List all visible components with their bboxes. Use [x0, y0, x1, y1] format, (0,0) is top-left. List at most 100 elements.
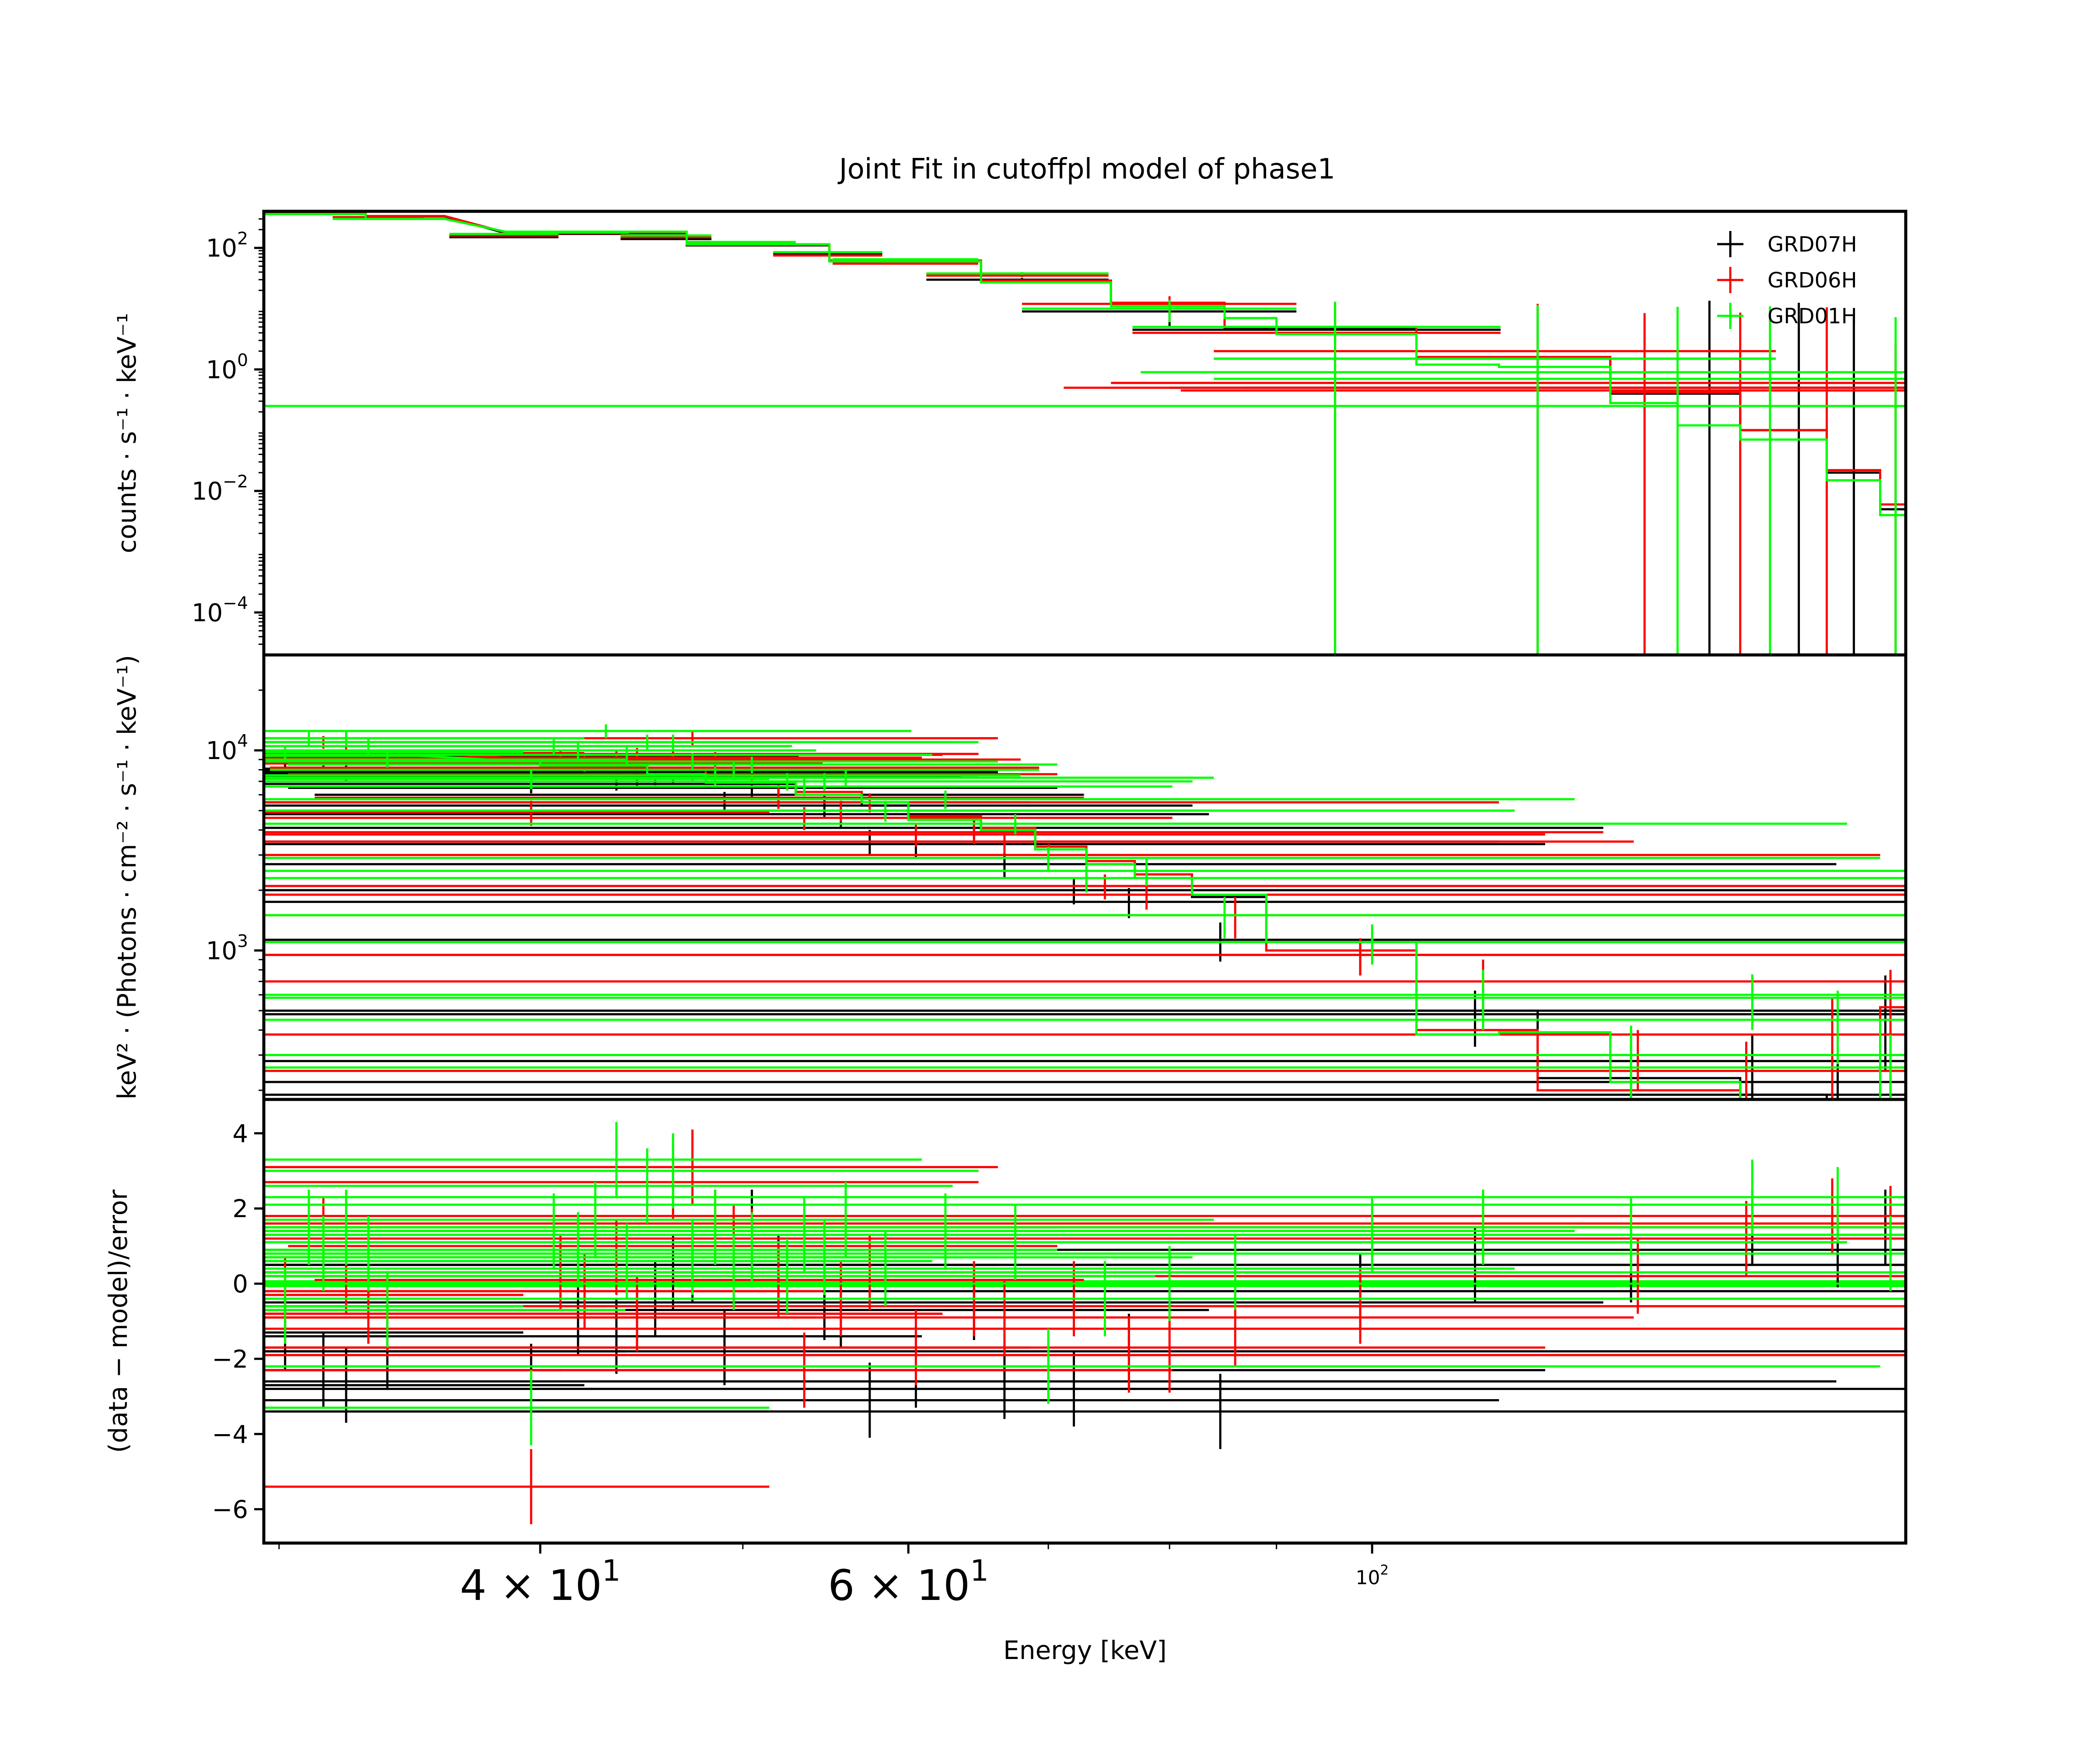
grd01h-data-point — [264, 1370, 770, 1446]
grd01h-data-point — [264, 1231, 1515, 1306]
grd06h-data-point — [264, 822, 1603, 844]
y-tick-label: −2 — [212, 1345, 248, 1374]
grd06h-data-point — [264, 801, 770, 826]
grd01h-data-point — [620, 234, 712, 237]
y-tick-label: 10−4 — [192, 594, 248, 627]
x-tick-label: 102 — [1355, 1562, 1389, 1589]
grd01h-data-point — [264, 1246, 1906, 1321]
residual-panel-frame — [262, 1098, 1908, 1545]
y-tick-label: 100 — [206, 350, 248, 384]
eeuf-plot-area — [264, 724, 1906, 1099]
grd01h-model-line — [264, 213, 1906, 516]
grd01h-data-point — [264, 1122, 922, 1197]
grd01h-data-point — [264, 1193, 1575, 1269]
grd01h-data-point — [264, 858, 1906, 886]
grd07h-data-point — [264, 1026, 1906, 1099]
grd01h-data-point — [1022, 300, 1297, 322]
grd01h-data-point — [264, 924, 1906, 965]
y-tick-label: 103 — [206, 931, 248, 965]
grd01h-data-point — [1214, 307, 1906, 655]
grd06h-data-point — [1180, 313, 1906, 655]
grd06h-data-point — [264, 793, 1499, 812]
grd07h-data-point — [1132, 303, 1501, 655]
grd07h-data-point — [264, 938, 1906, 976]
grd07h-data-point — [264, 1058, 1906, 1099]
counts-y-axis: 102 100 10−2 10−4 — [192, 218, 264, 645]
grd01h-data-point — [264, 317, 1906, 655]
grd01h-data-point — [264, 1204, 1848, 1280]
grd07h-data-point — [1169, 303, 1906, 655]
grd06h-data-point — [264, 897, 1906, 938]
eeuf-y-axis-label: keV² · (Photons · cm⁻² · s⁻¹ · keV⁻¹) — [112, 655, 142, 1099]
grd07h-model-line — [264, 755, 1906, 1099]
grd06h-data-point — [620, 236, 712, 238]
x-tick-label: 4 × 101 — [460, 1554, 620, 1610]
grd01h-data-point — [264, 1148, 953, 1224]
grd01h-data-point — [264, 1268, 524, 1344]
legend-label: GRD01H — [1768, 304, 1857, 329]
grd07h-data-point — [264, 1298, 922, 1374]
grd01h-data-point — [264, 773, 1193, 791]
grd06h-data-point — [264, 1201, 1906, 1276]
grd01h-data-point — [264, 1034, 1906, 1099]
grd06h-data-point — [1064, 345, 1906, 655]
grd01h-data-point — [1132, 301, 1501, 655]
counts-panel: 102 100 10−2 10−4 counts · s⁻¹ · keV⁻¹ — [112, 210, 1908, 657]
grd07h-data-point — [264, 878, 1906, 905]
grd01h-data-point — [288, 756, 1057, 774]
grd07h-data-point — [264, 1344, 1837, 1419]
residual-plot-area — [264, 1122, 1906, 1525]
grd01h-data-point — [264, 814, 1848, 835]
grd01h-data-point — [264, 1235, 1906, 1310]
grd06h-data-point — [315, 1242, 1084, 1318]
legend-item: GRD07H — [1717, 231, 1857, 257]
grd06h-data-point — [264, 1144, 979, 1220]
grd01h-data-point — [264, 1159, 1906, 1235]
grd06h-data-point — [264, 1178, 1906, 1254]
grd01h-data-point — [926, 272, 1109, 275]
chart-title: Joint Fit in cutoffpl model of phase1 — [837, 153, 1335, 186]
grd06h-data-point — [264, 831, 1634, 854]
grd06h-data-point — [264, 1310, 1545, 1386]
grd01h-data-point — [264, 847, 1880, 871]
grd01h-data-point — [264, 1261, 1906, 1337]
legend-label: GRD06H — [1768, 268, 1857, 293]
grd01h-data-point — [264, 790, 1575, 809]
grd01h-data-point — [264, 1238, 1155, 1314]
grd06h-data-point — [773, 254, 882, 257]
grd01h-data-point — [264, 974, 1906, 1030]
grd06h-data-point — [264, 1332, 1172, 1408]
grd06h-data-point — [1111, 312, 1906, 655]
counts-y-axis-label: counts · s⁻¹ · keV⁻¹ — [112, 313, 142, 553]
counts-plot-area — [264, 211, 1906, 655]
grd01h-data-point — [264, 801, 1515, 822]
grd01h-data-point — [264, 897, 1906, 938]
grd06h-data-point — [926, 274, 1109, 277]
grd06h-data-point — [264, 959, 1906, 1011]
grd07h-data-point — [773, 252, 882, 255]
counts-panel-frame — [262, 210, 1908, 657]
grd07h-data-point — [264, 1362, 1499, 1438]
y-tick-label: 104 — [206, 732, 248, 765]
grd01h-data-point — [264, 753, 998, 771]
grd07h-data-point — [264, 818, 1603, 840]
energy-x-axis: 4 × 101 6 × 101 102 — [278, 1543, 1389, 1610]
grd01h-data-point — [264, 1272, 626, 1348]
grd01h-data-point — [264, 745, 524, 760]
grd01h-data-point — [288, 1212, 1057, 1288]
grd06h-data-point — [264, 1317, 1906, 1393]
grd01h-data-point — [264, 732, 584, 746]
grd01h-data-point — [264, 1167, 1906, 1242]
y-tick-label: 0 — [232, 1270, 248, 1298]
grd07h-data-point — [1246, 301, 1906, 655]
grd01h-data-point — [264, 1190, 1906, 1265]
grd01h-data-point — [264, 1329, 1880, 1404]
grd06h-data-point — [264, 1280, 1634, 1355]
grd07h-data-point — [264, 888, 1906, 918]
grd07h-data-point — [264, 1351, 1906, 1427]
grd07h-data-point — [264, 317, 1906, 655]
x-tick-label: 6 × 101 — [828, 1554, 989, 1610]
eeuf-panel: 104 103 keV² · (Photons · cm⁻² · s⁻¹ · ke… — [112, 653, 1908, 1101]
grd01h-data-point — [264, 1219, 1193, 1295]
